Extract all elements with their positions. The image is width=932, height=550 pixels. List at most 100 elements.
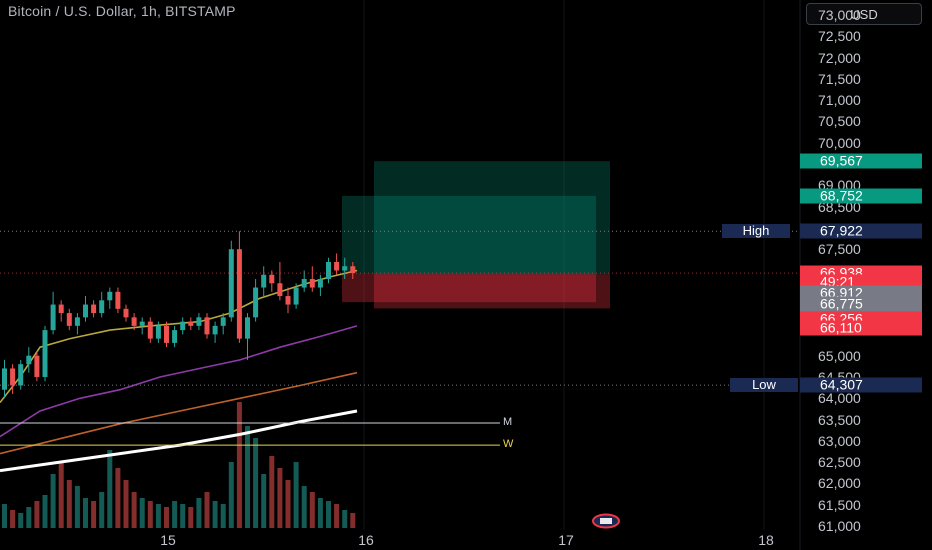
- candle-body: [317, 279, 323, 288]
- price-tag: 69,567: [800, 153, 922, 169]
- volume-bar: [34, 501, 40, 528]
- volume-bar: [293, 462, 299, 528]
- candle-body: [342, 266, 348, 271]
- candle-body: [139, 321, 145, 326]
- volume-bar: [107, 450, 113, 528]
- y-tick-label: 71,500: [818, 70, 861, 87]
- x-tick-label: 18: [758, 532, 774, 548]
- target-zone: [342, 195, 596, 274]
- candle-body: [350, 266, 356, 274]
- y-tick-label: 62,500: [818, 454, 861, 471]
- candle-body: [107, 291, 113, 301]
- candle-body: [285, 296, 291, 305]
- price-tag: 68,752: [800, 188, 922, 204]
- candle-body: [293, 287, 299, 305]
- candle-body: [66, 313, 72, 326]
- volume-bar: [309, 492, 315, 528]
- candles[interactable]: [2, 231, 356, 399]
- volume-bar: [10, 510, 16, 528]
- volume-bar: [204, 492, 210, 528]
- candle-body: [236, 249, 242, 339]
- volume-bar: [220, 504, 226, 528]
- target-zone: [374, 161, 610, 275]
- currency-button[interactable]: USD: [806, 3, 922, 25]
- x-tick-label: 16: [358, 532, 374, 548]
- candle-body: [228, 249, 234, 318]
- volume-bar: [18, 513, 24, 528]
- volume-bar: [42, 495, 48, 528]
- volume-bar: [236, 402, 242, 528]
- y-tick-label: 70,500: [818, 113, 861, 130]
- price-tag: 64,307: [800, 377, 922, 393]
- event-markers[interactable]: [592, 513, 620, 529]
- volume-bar: [245, 426, 250, 528]
- volume-bar: [196, 498, 202, 528]
- volume-bar: [91, 501, 97, 528]
- candle-body: [10, 368, 16, 386]
- candle-body: [220, 317, 226, 326]
- candle-body: [164, 325, 169, 343]
- y-tick-label: 63,500: [818, 411, 861, 428]
- us-flag-stripes-icon: [600, 518, 612, 524]
- volume-bar: [277, 468, 283, 528]
- candle-body: [204, 317, 210, 335]
- candle-body: [245, 317, 250, 339]
- y-tick-label: 72,000: [818, 49, 861, 66]
- candle-body: [196, 317, 202, 326]
- high-label: High: [722, 224, 790, 239]
- candle-body: [50, 304, 56, 331]
- candle-body: [2, 368, 7, 390]
- candle-body: [26, 355, 32, 365]
- candle-body: [277, 283, 283, 297]
- volume-bar: [155, 504, 161, 528]
- candle-body: [147, 321, 153, 339]
- candle-body: [253, 287, 259, 318]
- candle-body: [155, 325, 161, 339]
- y-tick-label: 61,500: [818, 496, 861, 513]
- candle-body: [34, 355, 40, 377]
- candle-body: [326, 261, 331, 280]
- volume-bar: [253, 438, 259, 528]
- y-tick-label: 61,000: [818, 518, 861, 534]
- volume-bar: [26, 507, 32, 528]
- level-lines: [0, 422, 500, 446]
- volume-bar: [269, 456, 275, 528]
- y-tick-label: 71,000: [818, 92, 861, 109]
- x-tick-label: 15: [160, 532, 176, 548]
- candle-body: [261, 274, 267, 288]
- volume-bar: [66, 480, 72, 528]
- position-boxes[interactable]: [342, 161, 610, 309]
- volume-bar: [83, 498, 88, 528]
- candle-body: [74, 317, 80, 326]
- candle-body: [91, 304, 97, 314]
- x-tick-label: 17: [558, 532, 574, 548]
- volume-bar: [139, 498, 145, 528]
- volume-bar: [212, 501, 218, 528]
- level-label: M: [503, 415, 513, 428]
- volume-bar: [228, 462, 234, 528]
- volume-bar: [131, 492, 137, 528]
- moving-average-line: [0, 269, 358, 403]
- y-tick-label: 72,500: [818, 28, 861, 45]
- candle-body: [334, 261, 340, 271]
- y-tick-label: 67,500: [818, 241, 861, 258]
- volume-bar: [123, 480, 129, 528]
- volume-bar: [301, 486, 307, 528]
- moving-average-line: [0, 371, 358, 455]
- volume-bar: [58, 462, 64, 528]
- low-label: Low: [730, 378, 798, 393]
- candle-body: [212, 325, 218, 335]
- volume-bar: [317, 498, 323, 528]
- candle-body: [18, 364, 24, 386]
- price-tag: 66,110: [800, 320, 922, 336]
- volume-bar: [164, 507, 169, 528]
- candle-body: [99, 300, 105, 314]
- volume-bar: [147, 501, 153, 528]
- volume-bar: [350, 513, 356, 528]
- volume-bar: [50, 474, 56, 528]
- y-tick-label: 62,000: [818, 475, 861, 492]
- high-low-lines: [0, 230, 800, 386]
- candle-body: [172, 330, 178, 343]
- stop-zone: [342, 273, 596, 303]
